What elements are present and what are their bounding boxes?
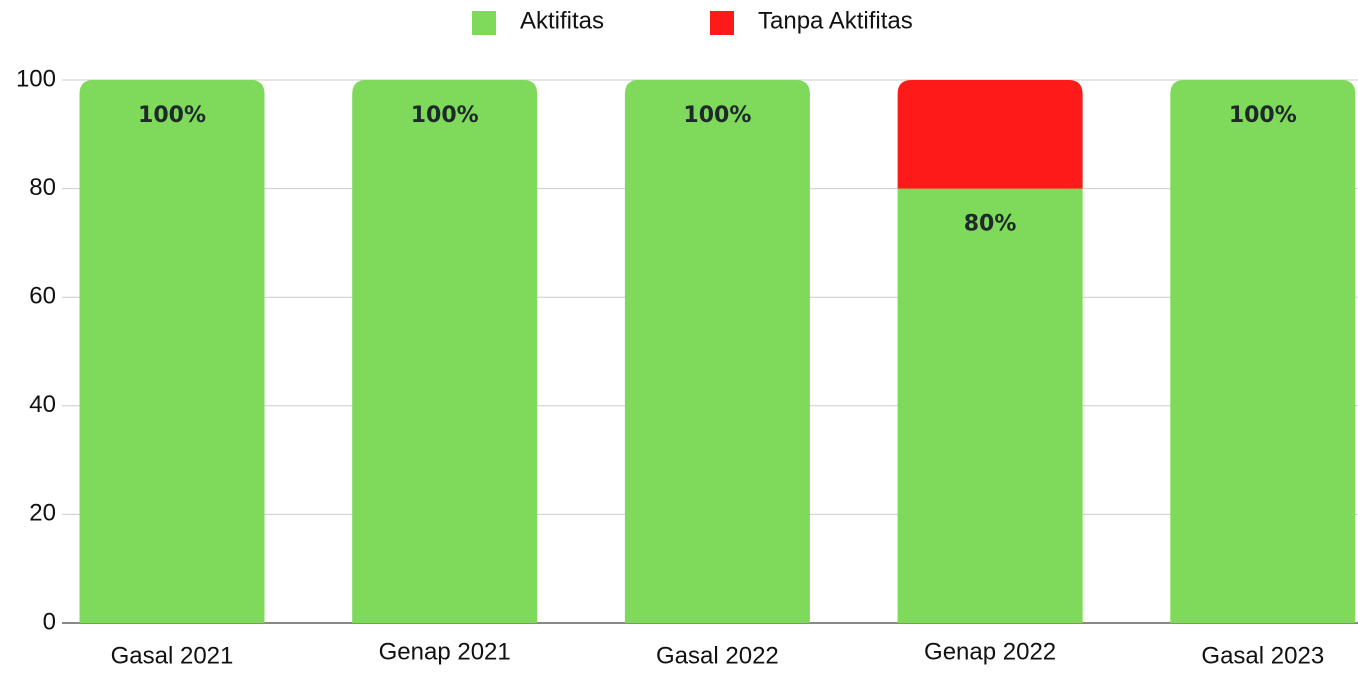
legend-swatch xyxy=(472,11,496,35)
value-label: 80% xyxy=(964,212,1017,237)
legend-label: Aktifitas xyxy=(520,7,604,34)
bar-segment xyxy=(352,80,538,623)
x-tick-label: Genap 2022 xyxy=(924,638,1056,665)
y-tick-label: 40 xyxy=(29,391,56,418)
y-tick-label: 100 xyxy=(16,65,56,92)
y-tick-label: 20 xyxy=(29,500,56,527)
bar-segment xyxy=(624,80,810,623)
x-tick-label: Gasal 2022 xyxy=(656,642,779,669)
value-label: 100% xyxy=(683,103,751,128)
y-tick-label: 0 xyxy=(43,608,56,635)
bar-segment xyxy=(897,188,1083,623)
value-label: 100% xyxy=(138,103,206,128)
y-tick-label: 80 xyxy=(29,174,56,201)
x-tick-label: Gasal 2021 xyxy=(111,642,234,669)
bar-segment xyxy=(79,80,265,623)
legend-label: Tanpa Aktifitas xyxy=(758,7,913,34)
x-tick-label: Gasal 2023 xyxy=(1201,642,1324,669)
bar-segment xyxy=(1170,80,1356,623)
bar-segment xyxy=(897,80,1083,189)
value-label: 100% xyxy=(411,103,479,128)
x-tick-label: Genap 2021 xyxy=(379,638,511,665)
legend-swatch xyxy=(710,11,734,35)
value-label: 100% xyxy=(1229,103,1297,128)
y-tick-label: 60 xyxy=(29,283,56,310)
